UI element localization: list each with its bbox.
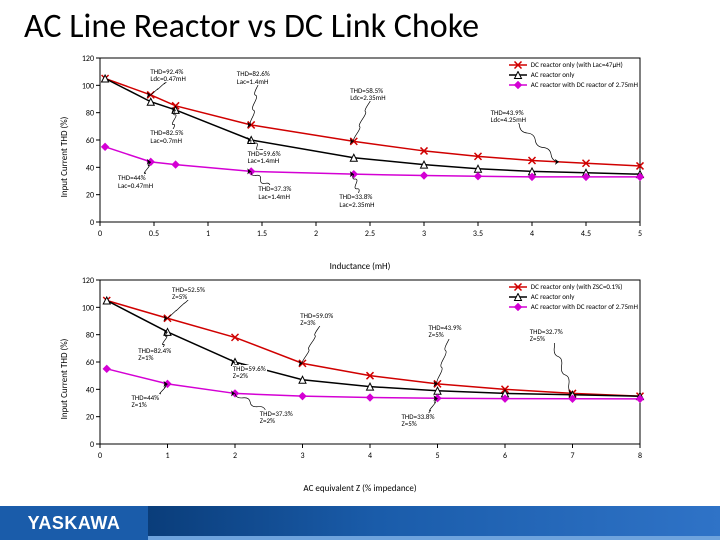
- svg-text:0: 0: [98, 451, 102, 461]
- legend-label: DC reactor only (with Lac=47µH): [531, 60, 623, 69]
- svg-text:2: 2: [314, 229, 318, 239]
- svg-text:100: 100: [82, 303, 94, 313]
- legend-label: AC reactor only: [531, 70, 575, 79]
- legend-swatch-icon: [509, 283, 527, 291]
- svg-text:40: 40: [86, 163, 94, 173]
- legend-label: AC reactor with DC reactor of 2.75mH: [531, 302, 638, 311]
- svg-text:6: 6: [503, 451, 507, 461]
- legend-swatch-icon: [509, 81, 527, 89]
- svg-text:60: 60: [86, 136, 94, 146]
- svg-text:5: 5: [638, 229, 642, 239]
- svg-text:4: 4: [368, 451, 372, 461]
- svg-text:120: 120: [82, 276, 94, 286]
- svg-text:100: 100: [82, 81, 94, 91]
- svg-text:4.5: 4.5: [581, 229, 591, 239]
- legend-entry: AC reactor with DC reactor of 2.75mH: [509, 80, 638, 89]
- svg-text:60: 60: [86, 358, 94, 368]
- charts-container: 00.511.522.533.544.55020406080100120 Inp…: [70, 52, 650, 492]
- svg-text:4: 4: [530, 229, 534, 239]
- legend-swatch-icon: [509, 293, 527, 301]
- y-axis-label: Input Current THD (%): [59, 339, 70, 420]
- legend-swatch-icon: [509, 61, 527, 69]
- svg-text:0: 0: [90, 218, 94, 228]
- svg-text:1: 1: [206, 229, 210, 239]
- x-axis-label: Inductance (mH): [330, 261, 391, 272]
- thd-vs-inductance-chart: 00.511.522.533.544.55020406080100120 Inp…: [70, 52, 650, 262]
- svg-text:1.5: 1.5: [257, 229, 267, 239]
- svg-text:7: 7: [570, 451, 574, 461]
- svg-text:2: 2: [233, 451, 237, 461]
- slide-title: AC Line Reactor vs DC Link Choke: [24, 6, 479, 47]
- chart-legend: DC reactor only (with Lac=47µH)AC reacto…: [509, 60, 638, 90]
- svg-text:0: 0: [98, 229, 102, 239]
- svg-text:8: 8: [638, 451, 642, 461]
- slide: AC Line Reactor vs DC Link Choke 0 0.5 1 1.…: [0, 0, 720, 540]
- svg-text:3.5: 3.5: [473, 229, 483, 239]
- legend-entry: DC reactor only (with Lac=47µH): [509, 60, 638, 69]
- svg-text:3: 3: [422, 229, 426, 239]
- legend-label: DC reactor only (with ZSC=0.1%): [531, 282, 623, 291]
- svg-text:1: 1: [165, 451, 169, 461]
- svg-text:3: 3: [300, 451, 304, 461]
- chart-legend: DC reactor only (with ZSC=0.1%)AC reacto…: [509, 282, 638, 312]
- svg-text:40: 40: [86, 385, 94, 395]
- svg-text:80: 80: [86, 109, 94, 119]
- svg-text:2.5: 2.5: [365, 229, 375, 239]
- legend-entry: AC reactor only: [509, 292, 638, 301]
- svg-text:80: 80: [86, 331, 94, 341]
- footer-bar: YASKAWA: [0, 506, 720, 540]
- svg-text:0: 0: [90, 440, 94, 450]
- svg-text:20: 20: [86, 191, 94, 201]
- svg-text:120: 120: [82, 54, 94, 64]
- y-axis-label: Input Current THD (%): [59, 117, 70, 198]
- legend-label: AC reactor with DC reactor of 2.75mH: [531, 80, 638, 89]
- svg-text:20: 20: [86, 413, 94, 423]
- legend-entry: DC reactor only (with ZSC=0.1%): [509, 282, 638, 291]
- legend-entry: AC reactor only: [509, 70, 638, 79]
- legend-label: AC reactor only: [531, 292, 575, 301]
- footer-stripe: [148, 506, 720, 540]
- legend-entry: AC reactor with DC reactor of 2.75mH: [509, 302, 638, 311]
- svg-text:0.5: 0.5: [149, 229, 159, 239]
- yaskawa-logo: YASKAWA: [0, 506, 148, 540]
- x-axis-label: AC equivalent Z (% impedance): [303, 483, 416, 494]
- legend-swatch-icon: [509, 71, 527, 79]
- legend-swatch-icon: [509, 303, 527, 311]
- svg-text:5: 5: [435, 451, 439, 461]
- thd-vs-impedance-chart: 012345678020406080100120 Input Current T…: [70, 274, 650, 484]
